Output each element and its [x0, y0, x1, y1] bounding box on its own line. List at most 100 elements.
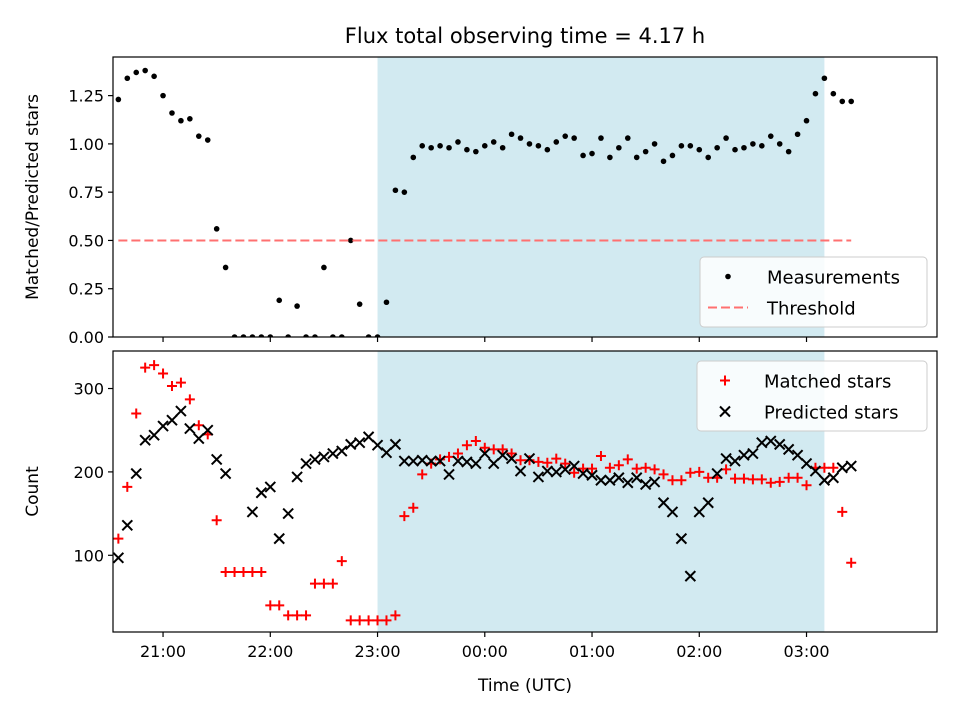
data-point	[330, 334, 336, 337]
data-point	[213, 226, 220, 232]
data-point	[526, 141, 533, 147]
data-point	[274, 600, 285, 611]
y-tick-label: 1.00	[68, 135, 104, 154]
legend-marker	[720, 375, 730, 386]
data-point	[345, 438, 357, 451]
data-point	[309, 453, 321, 466]
data-point	[687, 143, 694, 149]
data-point	[473, 148, 479, 155]
data-point	[461, 456, 473, 468]
data-point	[696, 146, 703, 153]
data-point	[827, 472, 840, 484]
chart-title: Flux total observing time = 4.17 h	[345, 24, 705, 48]
legend-box	[696, 360, 928, 432]
data-point	[398, 455, 411, 467]
data-point	[496, 449, 509, 461]
data-point	[649, 464, 660, 475]
data-point	[587, 463, 598, 474]
data-point	[505, 452, 518, 465]
data-point	[276, 297, 283, 304]
data-point	[220, 566, 231, 577]
data-point	[399, 511, 410, 522]
data-point	[729, 455, 741, 467]
data-point	[693, 506, 705, 518]
data-point	[765, 477, 776, 488]
data-point	[265, 600, 276, 611]
data-point	[836, 462, 848, 474]
data-point	[624, 135, 631, 141]
legend: Measurements Threshold	[699, 256, 928, 328]
x-tick-label: 01:00	[569, 642, 615, 661]
data-point	[464, 146, 470, 153]
data-point	[642, 148, 649, 155]
data-point	[559, 463, 571, 476]
data-point	[193, 432, 205, 445]
data-point	[639, 478, 652, 491]
legend-label: Threshold	[766, 299, 856, 320]
data-point	[374, 334, 381, 337]
data-point	[461, 440, 472, 451]
data-point	[202, 424, 214, 436]
data-point	[631, 463, 642, 474]
data-point	[845, 460, 857, 472]
data-point	[517, 135, 524, 141]
legend-label: Measurements	[767, 268, 900, 289]
plot-frame	[112, 350, 938, 633]
legend-marker	[725, 273, 731, 280]
data-point	[667, 475, 678, 486]
data-point	[714, 144, 720, 151]
data-point	[336, 556, 347, 567]
data-point	[553, 139, 560, 145]
data-point	[131, 408, 142, 419]
data-point	[303, 334, 309, 337]
data-point	[256, 566, 267, 577]
data-point	[169, 110, 175, 116]
data-point	[219, 467, 232, 480]
data-point	[258, 334, 265, 337]
data-point	[122, 481, 133, 492]
data-point	[801, 480, 812, 491]
data-point	[488, 457, 500, 470]
data-point	[613, 472, 625, 484]
data-point	[616, 144, 622, 151]
y-axis-title: Count	[23, 466, 43, 517]
data-point	[264, 481, 277, 493]
data-point	[166, 414, 178, 426]
data-point	[809, 465, 822, 477]
data-point	[678, 143, 685, 149]
data-point	[481, 143, 488, 149]
data-point	[211, 515, 222, 526]
data-point	[479, 442, 490, 453]
data-point	[444, 451, 455, 462]
data-point	[347, 237, 354, 244]
data-point	[390, 610, 401, 621]
data-point	[535, 143, 542, 149]
data-point	[309, 578, 320, 589]
data-point	[318, 451, 330, 463]
data-point	[506, 448, 517, 459]
data-point	[158, 368, 169, 379]
x-tick-label: 03:00	[783, 642, 829, 661]
data-point	[721, 464, 732, 475]
data-point	[803, 117, 810, 124]
y-tick-label: 0.50	[68, 231, 104, 250]
data-point	[249, 334, 256, 337]
data-point	[782, 443, 795, 456]
data-point	[622, 454, 633, 465]
data-point	[285, 334, 291, 337]
data-point	[124, 75, 131, 82]
data-point	[523, 452, 536, 465]
y-tick-label: 300	[73, 380, 104, 399]
data-point	[800, 457, 813, 470]
x-tick-label: 02:00	[676, 642, 722, 661]
data-point	[577, 467, 589, 480]
data-point	[184, 422, 196, 435]
data-point	[416, 454, 428, 466]
data-point	[434, 455, 446, 467]
data-point	[723, 135, 729, 141]
data-point	[666, 506, 679, 518]
data-point	[115, 96, 122, 103]
data-point	[792, 472, 803, 483]
data-point	[178, 117, 184, 124]
data-point	[300, 457, 312, 470]
